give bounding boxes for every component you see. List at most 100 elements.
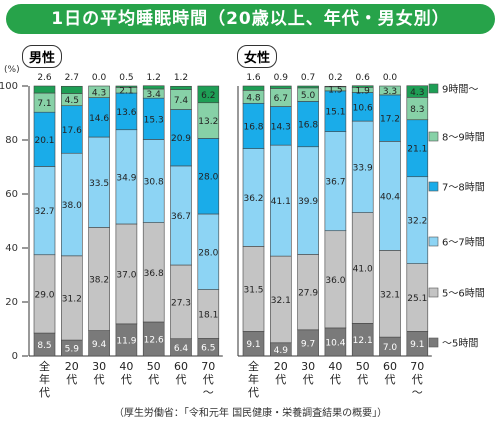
- data-label: 36.7: [171, 212, 191, 222]
- data-label: 4.9: [274, 346, 289, 356]
- data-label: 1.6: [246, 73, 261, 83]
- data-label: 1.2: [174, 73, 188, 83]
- legend-label: 7〜8時間: [442, 182, 485, 194]
- data-label: 29.0: [34, 290, 54, 300]
- bar-segment: [406, 85, 429, 98]
- y-tick-label: 80: [5, 135, 18, 146]
- data-label: 4.3: [410, 88, 424, 98]
- data-label: 16.8: [243, 122, 263, 132]
- bar-segment: [115, 85, 138, 88]
- x-tick-label: 〜: [412, 386, 423, 399]
- legend-label: 〜5時間: [442, 338, 478, 350]
- data-label: 3.4: [147, 90, 162, 100]
- x-tick-label: 代: [330, 373, 341, 386]
- data-label: 10.4: [325, 338, 345, 348]
- data-label: 4.3: [92, 88, 106, 98]
- data-label: 38.2: [89, 276, 109, 286]
- data-label: 7.1: [37, 99, 51, 109]
- data-label: 17.2: [380, 115, 400, 125]
- data-label: 1.2: [147, 73, 161, 83]
- x-tick-label: 50: [356, 360, 370, 373]
- data-label: 15.1: [325, 108, 345, 118]
- data-label: 17.6: [62, 126, 82, 136]
- data-label: 34.9: [116, 173, 136, 183]
- data-label: 13.6: [116, 108, 136, 118]
- data-label: 30.8: [144, 178, 164, 188]
- data-label: 12.1: [353, 336, 373, 346]
- y-tick-label: 20: [5, 297, 18, 308]
- y-tick-label: 100: [0, 81, 18, 92]
- data-label: 0.5: [119, 73, 133, 83]
- group-label-female: 女性: [237, 45, 278, 68]
- bar-segment: [379, 85, 401, 96]
- data-label: 31.2: [62, 294, 82, 304]
- data-label: 2.7: [65, 73, 79, 83]
- data-label: 36.0: [325, 276, 345, 286]
- bar-segment: [142, 85, 165, 90]
- chart-title: 1日の平均睡眠時間（20歳以上、年代・男女別）: [6, 4, 495, 34]
- x-tick-label: 60: [383, 360, 397, 373]
- x-tick-label: 50: [147, 360, 161, 373]
- data-label: 28.0: [198, 248, 218, 258]
- x-tick-label: 代: [121, 373, 132, 386]
- legend-swatch: [428, 83, 439, 94]
- x-tick-label: 代: [357, 373, 368, 386]
- x-tick-label: 代: [385, 373, 396, 386]
- legend-swatch: [428, 131, 439, 142]
- x-tick-label: 60: [174, 360, 188, 373]
- x-tick-label: 年: [39, 372, 50, 386]
- data-label: 27.3: [171, 298, 191, 308]
- x-tick-label: 代: [203, 373, 214, 386]
- data-label: 7.4: [174, 96, 189, 106]
- data-label: 39.9: [298, 197, 318, 207]
- data-label: 9.4: [92, 340, 107, 350]
- data-label: 6.4: [174, 344, 189, 354]
- data-label: 6.5: [201, 344, 215, 354]
- data-label: 1.5: [328, 85, 342, 95]
- data-label: 3.3: [383, 87, 397, 97]
- source-note: （厚生労働省：「令和元年 国民健康・栄養調査結果の概要」）: [113, 408, 388, 419]
- y-axis-unit: (%): [4, 65, 20, 75]
- data-label: 6.2: [201, 91, 215, 101]
- group-label-male: 男性: [22, 45, 63, 68]
- x-tick-label: 代: [94, 373, 105, 386]
- data-label: 32.1: [380, 290, 400, 300]
- data-label: 13.2: [198, 117, 218, 127]
- data-label: 37.0: [116, 270, 136, 280]
- data-label: 32.7: [34, 207, 54, 217]
- data-label: 0.6: [356, 73, 371, 83]
- y-tick-label: 0: [12, 351, 18, 362]
- data-label: 9.7: [301, 339, 315, 349]
- legend-swatch: [428, 181, 439, 192]
- x-tick-label: 30: [301, 360, 315, 373]
- legend-swatch: [428, 236, 439, 247]
- data-label: 28.0: [198, 173, 218, 183]
- data-label: 36.2: [243, 194, 263, 204]
- bar-segment: [242, 85, 265, 91]
- data-label: 41.0: [353, 264, 373, 274]
- legend-label: 6〜7時間: [442, 237, 485, 249]
- y-tick-label: 40: [5, 243, 18, 254]
- x-tick-label: 全: [39, 359, 50, 373]
- bar-segment: [88, 85, 110, 98]
- data-label: 38.0: [62, 201, 82, 211]
- x-tick-label: 代: [248, 386, 259, 399]
- x-tick-label: 70: [410, 360, 424, 373]
- x-tick-label: 代: [176, 373, 187, 386]
- data-label: 12.6: [144, 335, 164, 345]
- data-label: 11.9: [116, 336, 136, 346]
- data-label: 41.1: [271, 197, 291, 207]
- x-tick-label: 20: [65, 360, 79, 373]
- data-label: 2.1: [119, 87, 133, 97]
- x-tick-label: 40: [119, 360, 133, 373]
- data-label: 20.9: [171, 134, 191, 144]
- data-label: 36.7: [325, 178, 345, 188]
- data-label: 1.9: [356, 86, 371, 96]
- data-label: 4.5: [65, 96, 79, 106]
- bar-segment: [351, 85, 374, 88]
- bar-segment: [170, 85, 192, 90]
- y-tick-label: 60: [5, 189, 18, 200]
- x-tick-label: 年: [248, 372, 259, 386]
- data-label: 8.5: [37, 341, 51, 351]
